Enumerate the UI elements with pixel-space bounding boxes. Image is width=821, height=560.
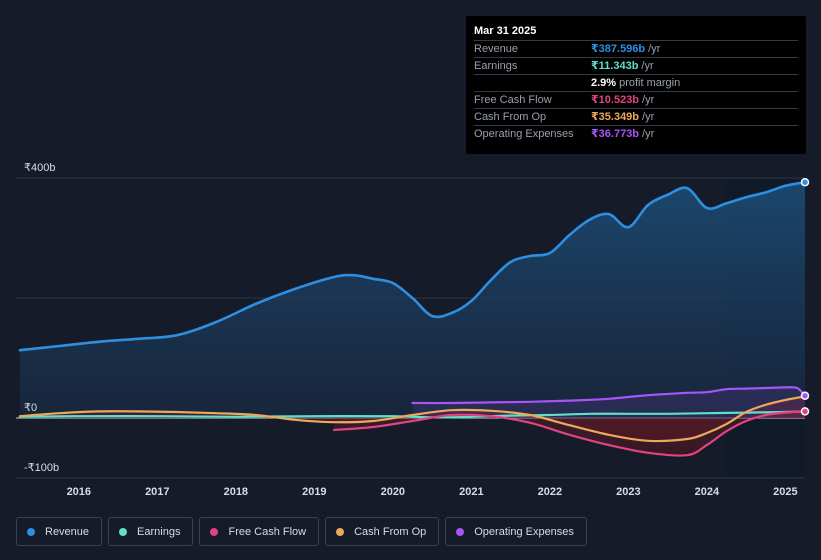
y-tick-label: ₹0 — [24, 402, 37, 414]
area-operating-expenses — [412, 387, 805, 418]
legend-item-earnings[interactable]: Earnings — [108, 517, 194, 546]
legend-label: Cash From Op — [354, 525, 427, 538]
x-tick-label: 2024 — [695, 486, 720, 498]
tooltip-row-unit: profit margin — [619, 77, 681, 89]
tooltip-row-value: 2.9% — [591, 77, 617, 89]
line-cash-from-op — [18, 395, 807, 443]
tooltip-row: Operating Expenses ₹36.773b/yr — [474, 126, 798, 143]
tooltip-row-value: ₹10.523b — [591, 94, 640, 106]
tooltip-row-value: ₹11.343b — [591, 60, 639, 72]
legend-label: Revenue — [45, 525, 90, 538]
legend-item-operating-expenses[interactable]: Operating Expenses — [445, 517, 587, 546]
tooltip-row: Earnings ₹11.343b/yr — [474, 58, 798, 75]
tooltip-row-value: ₹35.349b — [591, 111, 640, 123]
tooltip-row-label: Revenue — [474, 43, 519, 55]
tooltip-row-unit: /yr — [642, 128, 655, 140]
tooltip-row-label: Earnings — [474, 60, 518, 72]
tooltip-row-unit: /yr — [648, 43, 661, 55]
legend-item-revenue[interactable]: Revenue — [16, 517, 103, 546]
legend-label: Operating Expenses — [474, 525, 574, 538]
tooltip-row-value: ₹36.773b — [591, 128, 640, 140]
tooltip-row: Cash From Op ₹35.349b/yr — [474, 109, 798, 126]
area-revenue — [19, 182, 805, 418]
legend-item-cash-from-op[interactable]: Cash From Op — [325, 517, 440, 546]
y-tick-label: ₹400b — [24, 162, 55, 174]
tooltip-row-label: Free Cash Flow — [474, 94, 552, 106]
line-free-cash-flow — [332, 410, 807, 457]
tooltip-row-unit: /yr — [642, 94, 655, 106]
tooltip-row: Free Cash Flow ₹10.523b/yr — [474, 92, 798, 109]
legend-label: Earnings — [137, 525, 181, 538]
line-operating-expenses — [411, 386, 807, 405]
tooltip-row: Revenue ₹387.596b/yr — [474, 41, 798, 58]
tooltip-row-value: ₹387.596b — [591, 43, 646, 55]
legend-dot-icon — [210, 527, 219, 536]
x-tick-label: 2020 — [381, 486, 405, 498]
tooltip-row-label — [474, 75, 591, 91]
legend-dot-icon — [336, 527, 345, 536]
series-lines — [18, 180, 807, 457]
tooltip-row-label: Operating Expenses — [474, 128, 574, 140]
x-tick-label: 2022 — [538, 486, 562, 498]
x-tick-label: 2023 — [616, 486, 640, 498]
financials-chart: ₹400b ₹0 -₹100b 2016 2017 2018 2019 2020 2021 202… — [16, 162, 810, 498]
y-tick-label: -₹100b — [24, 462, 59, 474]
end-marker-operating-expenses — [800, 391, 810, 401]
axes-labels: ₹400b ₹0 -₹100b 2016 2017 2018 2019 2020 2021 202… — [24, 162, 798, 498]
area-cash-from-op — [19, 396, 805, 442]
tooltip-row-unit: /yr — [642, 111, 655, 123]
x-tick-label: 2018 — [224, 486, 248, 498]
legend-dot-icon — [27, 527, 35, 536]
chart-legend: Revenue Earnings Free Cash Flow Cash From O… — [16, 517, 587, 546]
legend-item-free-cash-flow[interactable]: Free Cash Flow — [199, 517, 320, 546]
tooltip-row-label: Cash From Op — [474, 111, 547, 123]
end-marker-revenue — [800, 177, 810, 187]
legend-label: Free Cash Flow — [228, 525, 307, 538]
legend-dot-icon — [119, 527, 128, 536]
tooltip-row-unit: /yr — [641, 60, 654, 72]
legend-dot-icon — [456, 527, 465, 536]
line-earnings — [18, 410, 807, 419]
tooltip-rows: Revenue ₹387.596b/yr Earnings ₹11.343b/yr 2.… — [474, 41, 798, 143]
x-tick-label: 2016 — [67, 486, 91, 498]
series-end-markers — [800, 177, 810, 416]
tooltip-date: Mar 31 2025 — [474, 24, 798, 41]
x-tick-label: 2019 — [302, 486, 326, 498]
x-tick-label: 2017 — [145, 486, 169, 498]
line-revenue — [18, 180, 807, 352]
end-marker-free-cash-flow — [800, 407, 810, 416]
tooltip-panel: Mar 31 2025 Revenue ₹387.596b/yr Earnings ₹… — [466, 16, 806, 154]
x-tick-label: 2025 — [773, 486, 797, 498]
tooltip-row: 2.9% profit margin — [474, 75, 798, 92]
x-tick-label: 2021 — [459, 486, 483, 498]
series-fills — [19, 182, 805, 456]
